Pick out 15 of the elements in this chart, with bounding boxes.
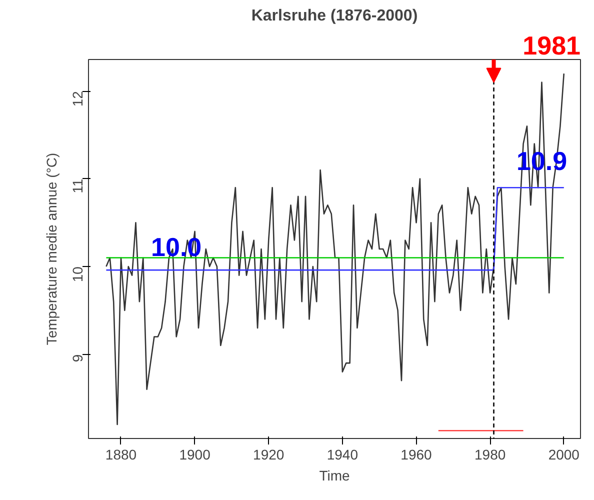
y-tick-label: 9 [70,354,86,362]
x-tick-label: 1940 [326,446,358,462]
x-axis-title: Time [319,468,350,484]
x-tick-label: 1960 [400,446,432,462]
y-tick-label: 10 [70,266,86,282]
y-axis-title: Temperature medie annue (°C) [44,152,60,346]
y-tick-label: 12 [70,90,86,107]
x-tick-label: 1900 [179,446,211,462]
x-tick-label: 2000 [548,446,580,462]
x-tick-label: 1920 [253,446,284,462]
ref-line-label: 1981 [522,30,581,60]
x-tick-label: 1880 [105,446,137,462]
y-tick-label: 11 [70,178,86,194]
x-tick-label: 1980 [474,446,506,462]
chart-title: Karlsruhe (1876-2000) [251,8,418,24]
